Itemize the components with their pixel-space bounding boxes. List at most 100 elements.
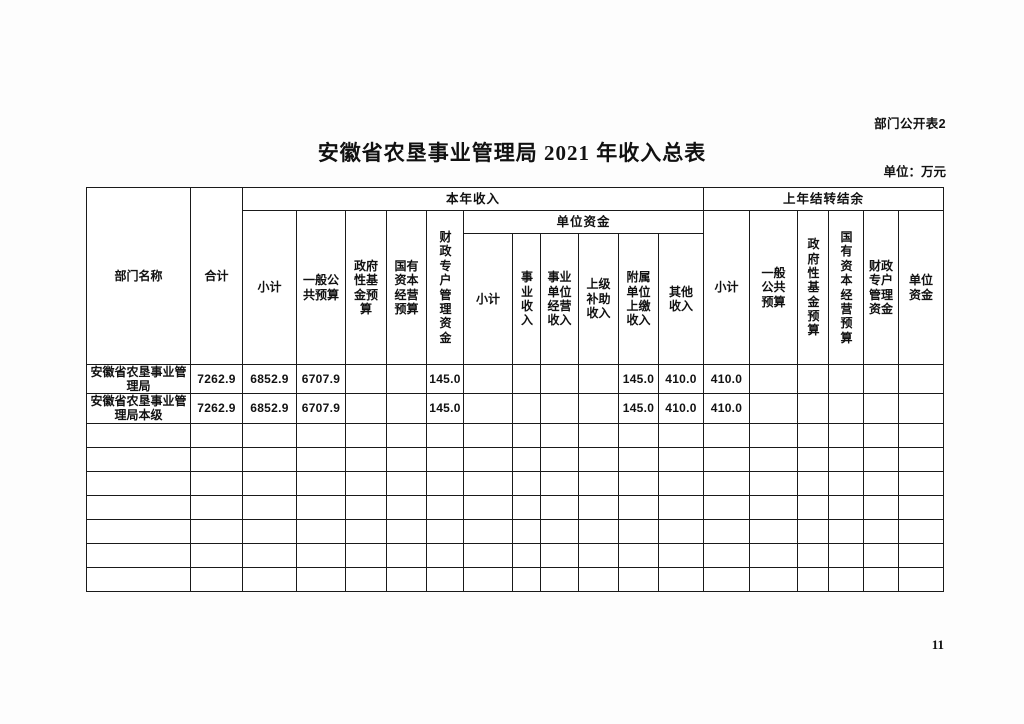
cell-py_subtotal-empty xyxy=(703,518,751,544)
cell-py_gov_fund-empty xyxy=(797,422,830,448)
table-row-empty xyxy=(86,470,945,496)
cell-uf_business-empty xyxy=(512,518,541,544)
table-row-empty xyxy=(86,566,945,592)
cell-cy_gov_fund xyxy=(345,363,387,395)
cell-py_soe_capital-empty xyxy=(828,446,865,472)
cell-cy_gov_fund-empty xyxy=(345,542,387,568)
cell-uf_business-empty xyxy=(512,446,541,472)
cell-cy_soe_capital-empty xyxy=(386,542,427,568)
cell-total-empty xyxy=(190,470,243,496)
cell-py_fiscal_acct-empty xyxy=(863,566,900,592)
cell-py_subtotal-empty xyxy=(703,446,751,472)
cell-cy_general-empty xyxy=(296,566,346,592)
cell-uf_affiliate-empty xyxy=(618,470,659,496)
cell-py_fiscal_acct-empty xyxy=(863,494,900,520)
cell-cy_soe_capital-empty xyxy=(386,494,427,520)
cell-total: 7262.9 xyxy=(190,363,243,395)
cell-total-empty xyxy=(190,446,243,472)
group-header-current-year-income: 本年收入 xyxy=(241,187,705,211)
cell-uf_superior_sub-empty xyxy=(578,566,619,592)
cell-cy_subtotal-empty xyxy=(242,422,297,448)
table-row-empty xyxy=(86,494,945,520)
cell-cy_fiscal_acct-empty xyxy=(426,542,464,568)
cell-cy_general: 6707.9 xyxy=(296,363,346,395)
cell-uf_other-empty xyxy=(657,470,705,496)
col-header-cy-soe-capital-budget: 国有资本经营预算 xyxy=(386,210,427,365)
cell-dept-name-empty xyxy=(86,518,191,544)
cell-uf_superior_sub-empty xyxy=(578,518,619,544)
cell-py_gov_fund-empty xyxy=(797,518,830,544)
cell-cy_soe_capital-empty xyxy=(386,422,427,448)
cell-cy_soe_capital xyxy=(386,393,427,424)
cell-uf_superior_sub-empty xyxy=(578,494,619,520)
cell-py_soe_capital-empty xyxy=(828,542,865,568)
cell-py_general-empty xyxy=(749,422,799,448)
col-header-uf-other-income: 其他收入 xyxy=(657,233,705,365)
cell-py_fiscal_acct-empty xyxy=(863,518,900,544)
cell-py_soe_capital xyxy=(828,363,865,395)
cell-uf_other-empty xyxy=(657,566,705,592)
cell-cy_fiscal_acct-empty xyxy=(426,494,464,520)
cell-cy_soe_capital-empty xyxy=(386,518,427,544)
cell-py_fiscal_acct-empty xyxy=(863,446,900,472)
cell-cy_fiscal_acct-empty xyxy=(426,470,464,496)
cell-cy_gov_fund-empty xyxy=(345,494,387,520)
cell-uf_operating xyxy=(540,393,579,424)
cell-cy_general-empty xyxy=(296,542,346,568)
col-header-uf-operating-income: 事业单位经营收入 xyxy=(540,233,579,365)
cell-dept-name-empty xyxy=(86,566,191,592)
cell-dept-name-empty xyxy=(86,422,191,448)
cell-uf_operating-empty xyxy=(540,566,579,592)
cell-uf_affiliate: 145.0 xyxy=(618,393,659,424)
cell-cy_gov_fund-empty xyxy=(345,422,387,448)
income-summary-table: 部门名称 合计 本年收入 上年结转结余 小计 一般公共预算 xyxy=(86,187,945,592)
cell-dept-name-empty xyxy=(86,494,191,520)
group-header-unit-funds: 单位资金 xyxy=(462,210,705,234)
cell-py_soe_capital-empty xyxy=(828,470,865,496)
cell-uf_subtotal-empty xyxy=(463,446,513,472)
cell-uf_subtotal-empty xyxy=(463,470,513,496)
col-header-uf-subtotal: 小计 xyxy=(463,233,513,365)
cell-uf_subtotal xyxy=(463,363,513,395)
col-header-py-fiscal-account-funds: 财政专户管理资金 xyxy=(863,210,900,365)
cell-uf_operating-empty xyxy=(540,494,579,520)
cell-py_gov_fund xyxy=(797,393,830,424)
col-header-cy-general-budget: 一般公共预算 xyxy=(296,210,346,365)
cell-py_general-empty xyxy=(749,566,799,592)
cell-py_subtotal-empty xyxy=(703,566,751,592)
cell-uf_subtotal-empty xyxy=(463,518,513,544)
cell-cy_general-empty xyxy=(296,470,346,496)
cell-uf_affiliate-empty xyxy=(618,518,659,544)
cell-py_unit_funds-empty xyxy=(898,422,945,448)
cell-py_gov_fund-empty xyxy=(797,494,830,520)
cell-dept-name-empty xyxy=(86,446,191,472)
cell-uf_affiliate: 145.0 xyxy=(618,363,659,395)
col-header-py-soe-capital-budget: 国有资本经营预算 xyxy=(828,210,865,365)
header-row-group3: 小计 事业收入 事业单位经营收入 上级补助收入 附属单位上缴收入 xyxy=(87,233,944,365)
cell-dept-name-empty xyxy=(86,470,191,496)
cell-py_soe_capital-empty xyxy=(828,494,865,520)
cell-uf_subtotal-empty xyxy=(463,542,513,568)
header-row-group1: 部门名称 合计 本年收入 上年结转结余 xyxy=(86,187,945,365)
cell-cy_subtotal-empty xyxy=(242,446,297,472)
cell-cy_fiscal_acct-empty xyxy=(426,422,464,448)
col-header-cy-subtotal: 小计 xyxy=(242,210,297,365)
col-header-py-subtotal: 小计 xyxy=(703,210,751,365)
cell-cy_general-empty xyxy=(296,494,346,520)
cell-py_subtotal: 410.0 xyxy=(703,393,751,424)
cell-cy_gov_fund xyxy=(345,393,387,424)
cell-uf_subtotal-empty xyxy=(463,494,513,520)
cell-uf_other-empty xyxy=(657,542,705,568)
cell-uf_operating-empty xyxy=(540,542,579,568)
table-row: 安徽省农垦事业管理局本级 7262.9 6852.9 6707.9 145.0 145.0… xyxy=(86,393,945,424)
cell-uf_business-empty xyxy=(512,422,541,448)
cell-cy_soe_capital xyxy=(386,363,427,395)
table-head: 部门名称 合计 本年收入 上年结转结余 小计 一般公共预算 xyxy=(86,187,945,365)
cell-py_general-empty xyxy=(749,542,799,568)
cell-py_general-empty xyxy=(749,494,799,520)
col-header-py-unit-funds: 单位资金 xyxy=(898,210,945,365)
cell-cy_gov_fund-empty xyxy=(345,518,387,544)
cell-py_unit_funds xyxy=(898,363,945,395)
cell-cy_gov_fund-empty xyxy=(345,446,387,472)
cell-uf_operating-empty xyxy=(540,422,579,448)
